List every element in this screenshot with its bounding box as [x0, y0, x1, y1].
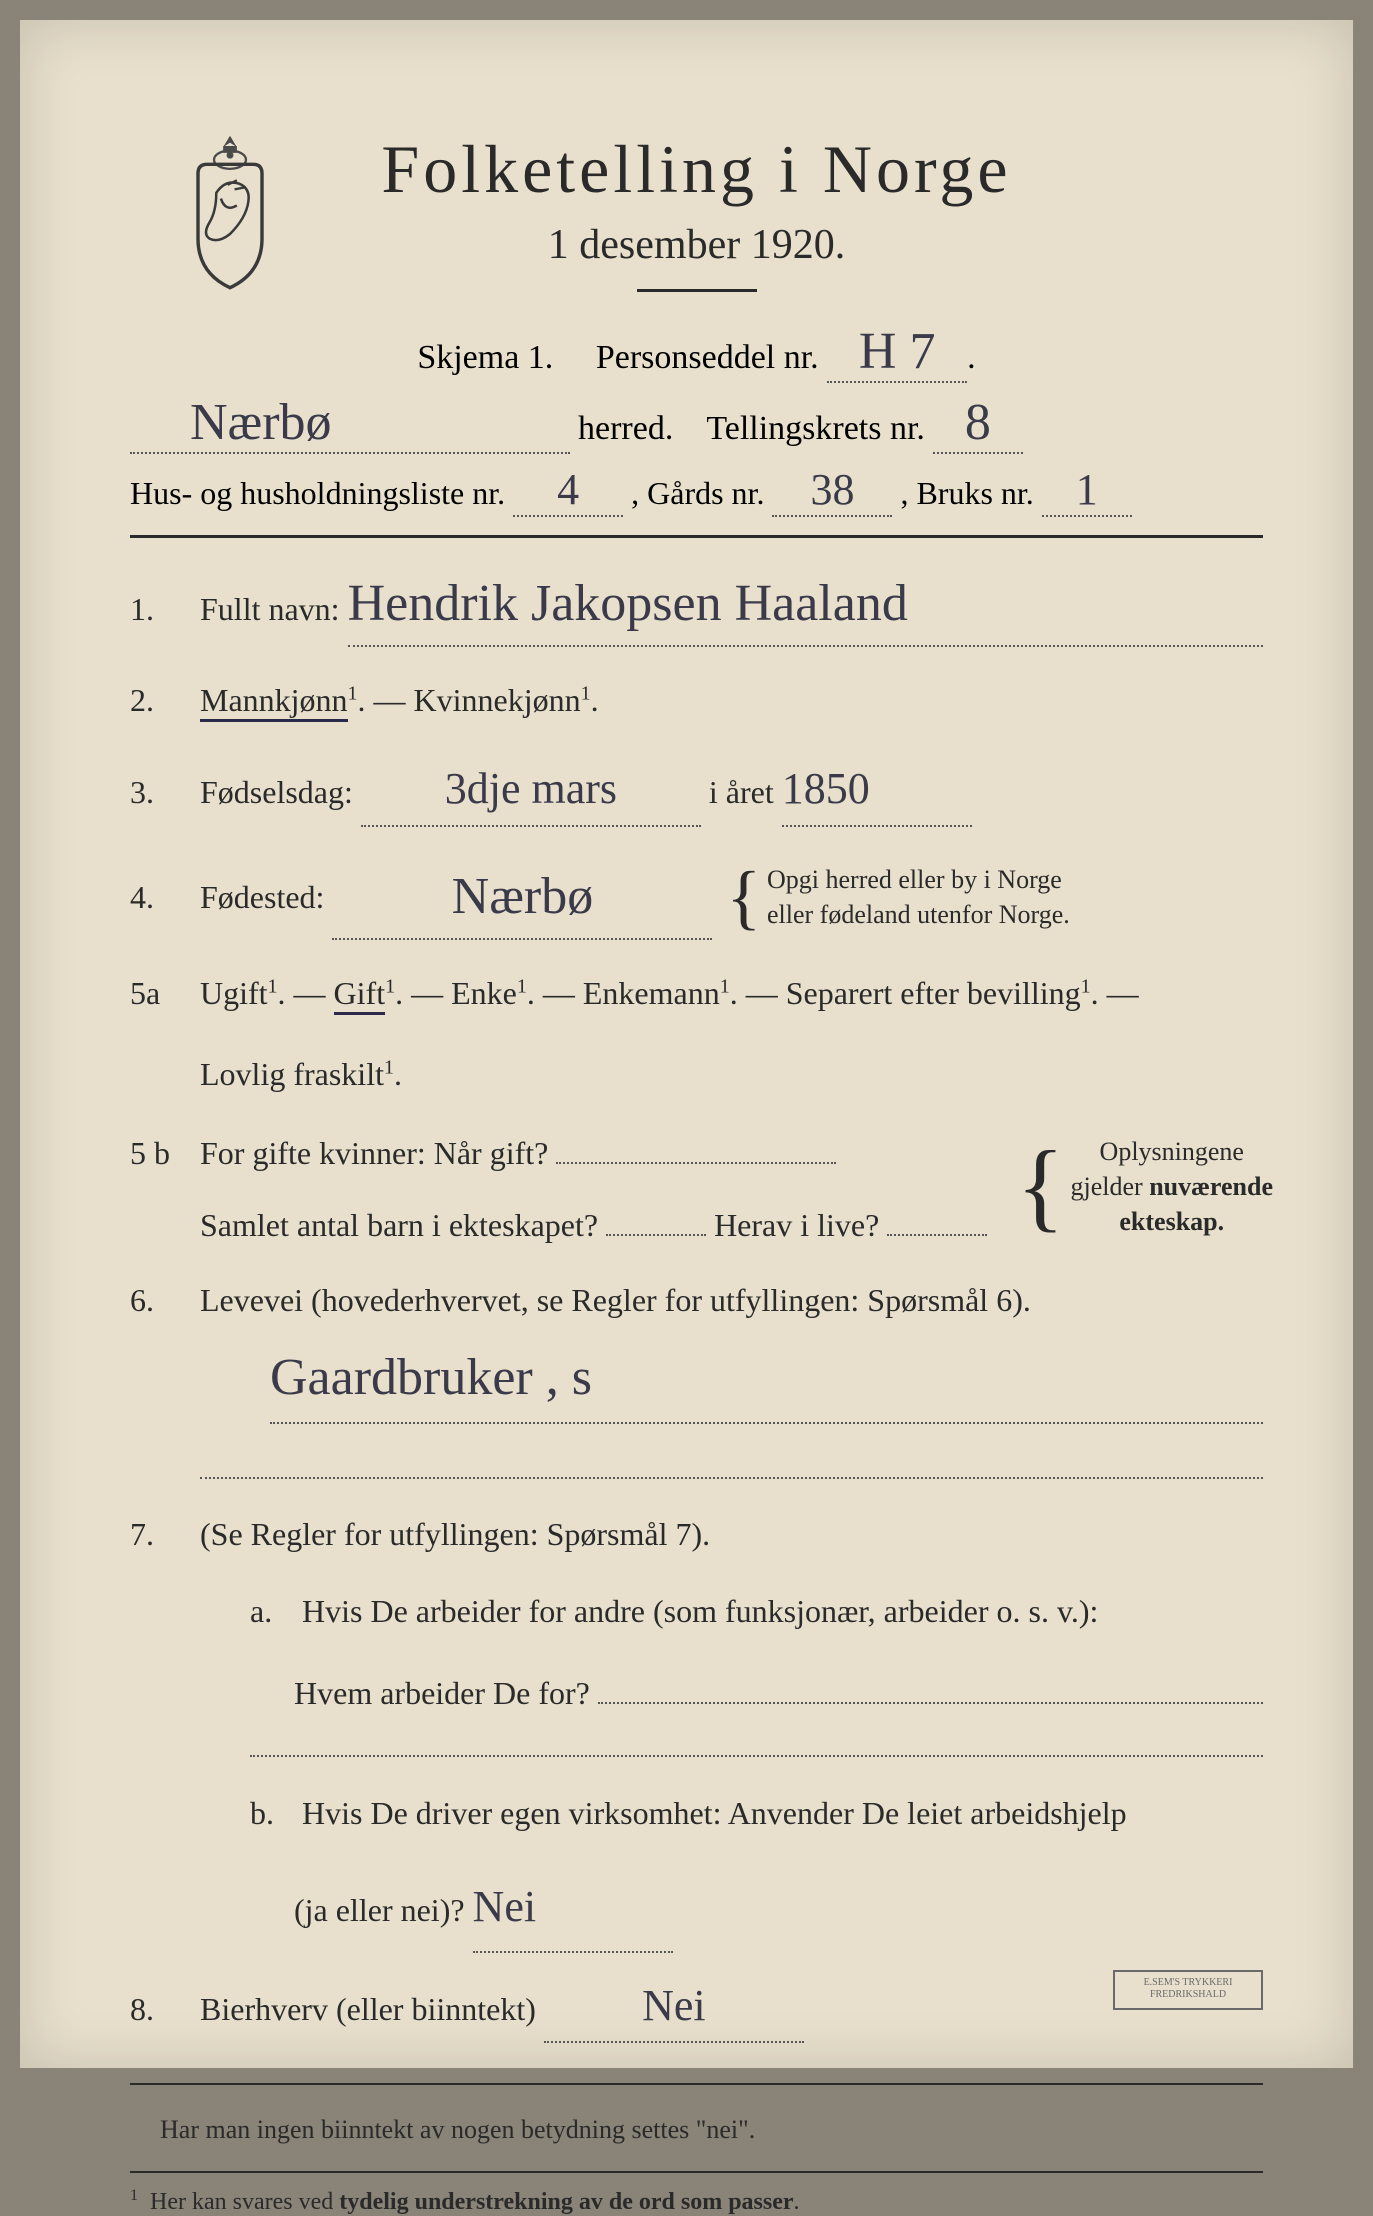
- footer-divider-1: [130, 2083, 1263, 2085]
- q3-day: 3dje mars: [445, 754, 617, 824]
- q5a-cont: Lovlig fraskilt1.: [200, 1047, 1263, 1101]
- q6-blank-line: [200, 1460, 1263, 1479]
- q4-num: 4.: [130, 872, 200, 923]
- q5a-opt1: Gift: [334, 975, 386, 1015]
- form-header: Folketelling i Norge 1 desember 1920.: [130, 130, 1263, 292]
- brace-icon: {: [1017, 1156, 1065, 1216]
- q7a-l1: Hvis De arbeider for andre (som funksjon…: [302, 1593, 1098, 1629]
- q3-mid: i året: [709, 767, 774, 818]
- q2-dash: —: [374, 682, 414, 718]
- printer-stamp: E.SEM'S TRYKKERI FREDRIKSHALD: [1113, 1970, 1263, 2010]
- q7-intro: (Se Regler for utfyllingen: Spørsmål 7).: [200, 1509, 1263, 1560]
- footer-note: Har man ingen biinntekt av nogen betydni…: [160, 2115, 1263, 2145]
- q8-label: Bierhverv (eller biinntekt): [200, 1984, 536, 2035]
- bruks-label: , Bruks nr.: [900, 475, 1033, 512]
- q7a-blank: [250, 1755, 1263, 1757]
- husliste-nr: 4: [557, 464, 579, 515]
- q4-value: Nærbø: [452, 855, 594, 938]
- skjema-line: Skjema 1. Personseddel nr. H 7.: [130, 322, 1263, 383]
- q7b-value: Nei: [473, 1863, 537, 1951]
- q4-label: Fødested:: [200, 872, 324, 923]
- q6-row: 6. Levevei (hovederhvervet, se Regler fo…: [130, 1275, 1263, 1326]
- title-divider: [637, 289, 757, 292]
- q1-num: 1.: [130, 584, 200, 635]
- q6-value: Gaardbruker , s: [270, 1334, 592, 1422]
- q5b-note: Oplysningenegjelder nuværendeekteskap.: [1071, 1134, 1273, 1239]
- q3-row: 3. Fødselsdag: 3dje mars i året 1850: [130, 754, 1263, 826]
- q5b-l1: For gifte kvinner: Når gift?: [200, 1128, 548, 1179]
- q1-label: Fullt navn:: [200, 584, 340, 635]
- q7b-l1: Hvis De driver egen virksomhet: Anvender…: [302, 1795, 1127, 1831]
- skjema-label: Skjema 1.: [417, 339, 553, 376]
- personseddel-nr: H 7: [859, 322, 936, 381]
- q7b-l2: (ja eller nei)? Nei: [294, 1863, 1263, 1953]
- q5b-l2a: Samlet antal barn i ekteskapet?: [200, 1200, 598, 1251]
- q8-num: 8.: [130, 1984, 200, 2035]
- coat-of-arms-icon: [170, 130, 290, 290]
- header-divider: [130, 535, 1263, 538]
- q8-value: Nei: [642, 1971, 706, 2041]
- q6-num: 6.: [130, 1275, 200, 1326]
- q2-num: 2.: [130, 675, 200, 726]
- q2-mann: Mannkjønn: [200, 682, 348, 722]
- q1-row: 1. Fullt navn: Hendrik Jakopsen Haaland: [130, 562, 1263, 647]
- q5a-opt2: Enke: [451, 975, 517, 1011]
- herred-name: Nærbø: [190, 393, 332, 452]
- q2-row: 2. Mannkjønn1. — Kvinnekjønn1.: [130, 675, 1263, 726]
- q4-row: 4. Fødested: Nærbø { Opgi herred eller b…: [130, 855, 1263, 940]
- q2-kvinne: Kvinnekjønn: [414, 682, 581, 718]
- q5a-row: 5a Ugift1. — Gift1. — Enke1. — Enkemann1…: [130, 968, 1263, 1019]
- q1-value: Hendrik Jakopsen Haaland: [348, 562, 908, 645]
- form-title: Folketelling i Norge: [130, 130, 1263, 209]
- footnote: 1 Her kan svares ved tydelig understrekn…: [130, 2187, 1263, 2216]
- q5a-opt0: Ugift: [200, 975, 268, 1011]
- q8-row: 8. Bierhverv (eller biinntekt) Nei: [130, 1971, 1263, 2043]
- q3-year: 1850: [782, 754, 870, 824]
- personseddel-label: Personseddel nr.: [596, 339, 819, 376]
- q6-value-row: Gaardbruker , s: [270, 1334, 1263, 1424]
- q3-num: 3.: [130, 767, 200, 818]
- census-form-page: Folketelling i Norge 1 desember 1920. Sk…: [20, 20, 1353, 2068]
- tellingskrets-nr: 8: [965, 393, 991, 452]
- bruks-nr: 1: [1076, 464, 1098, 515]
- q6-label: Levevei (hovederhvervet, se Regler for u…: [200, 1275, 1263, 1326]
- herred-line: Nærbø herred. Tellingskrets nr. 8: [130, 393, 1263, 454]
- form-subtitle: 1 desember 1920.: [130, 221, 1263, 269]
- q7-num: 7.: [130, 1509, 200, 1560]
- brace-icon: {: [726, 876, 761, 919]
- q5b-row: 5 b For gifte kvinner: Når gift? Samlet …: [130, 1126, 1263, 1251]
- q5a-opt4: Separert efter bevilling: [786, 975, 1081, 1011]
- q5a-num: 5a: [130, 968, 200, 1019]
- husliste-label: Hus- og husholdningsliste nr.: [130, 475, 505, 512]
- q5b-num: 5 b: [130, 1128, 200, 1179]
- q5a-opt3: Enkemann: [583, 975, 720, 1011]
- gards-nr: 38: [810, 464, 854, 515]
- q3-label: Fødselsdag:: [200, 767, 353, 818]
- tellingskrets-label: Tellingskrets nr.: [706, 410, 925, 448]
- gards-label: , Gårds nr.: [631, 475, 764, 512]
- hus-line: Hus- og husholdningsliste nr. 4 , Gårds …: [130, 464, 1263, 517]
- footer-divider-2: [130, 2171, 1263, 2173]
- q5b-l2b: Herav i live?: [714, 1200, 879, 1251]
- herred-label: herred.: [578, 410, 673, 448]
- q7-row: 7. (Se Regler for utfyllingen: Spørsmål …: [130, 1509, 1263, 1560]
- q7a-l2: Hvem arbeider De for?: [294, 1661, 1263, 1725]
- q7a: a. Hvis De arbeider for andre (som funks…: [250, 1579, 1263, 1643]
- q7b: b. Hvis De driver egen virksomhet: Anven…: [250, 1781, 1263, 1845]
- q4-note: Opgi herred eller by i Norge eller fødel…: [767, 862, 1070, 932]
